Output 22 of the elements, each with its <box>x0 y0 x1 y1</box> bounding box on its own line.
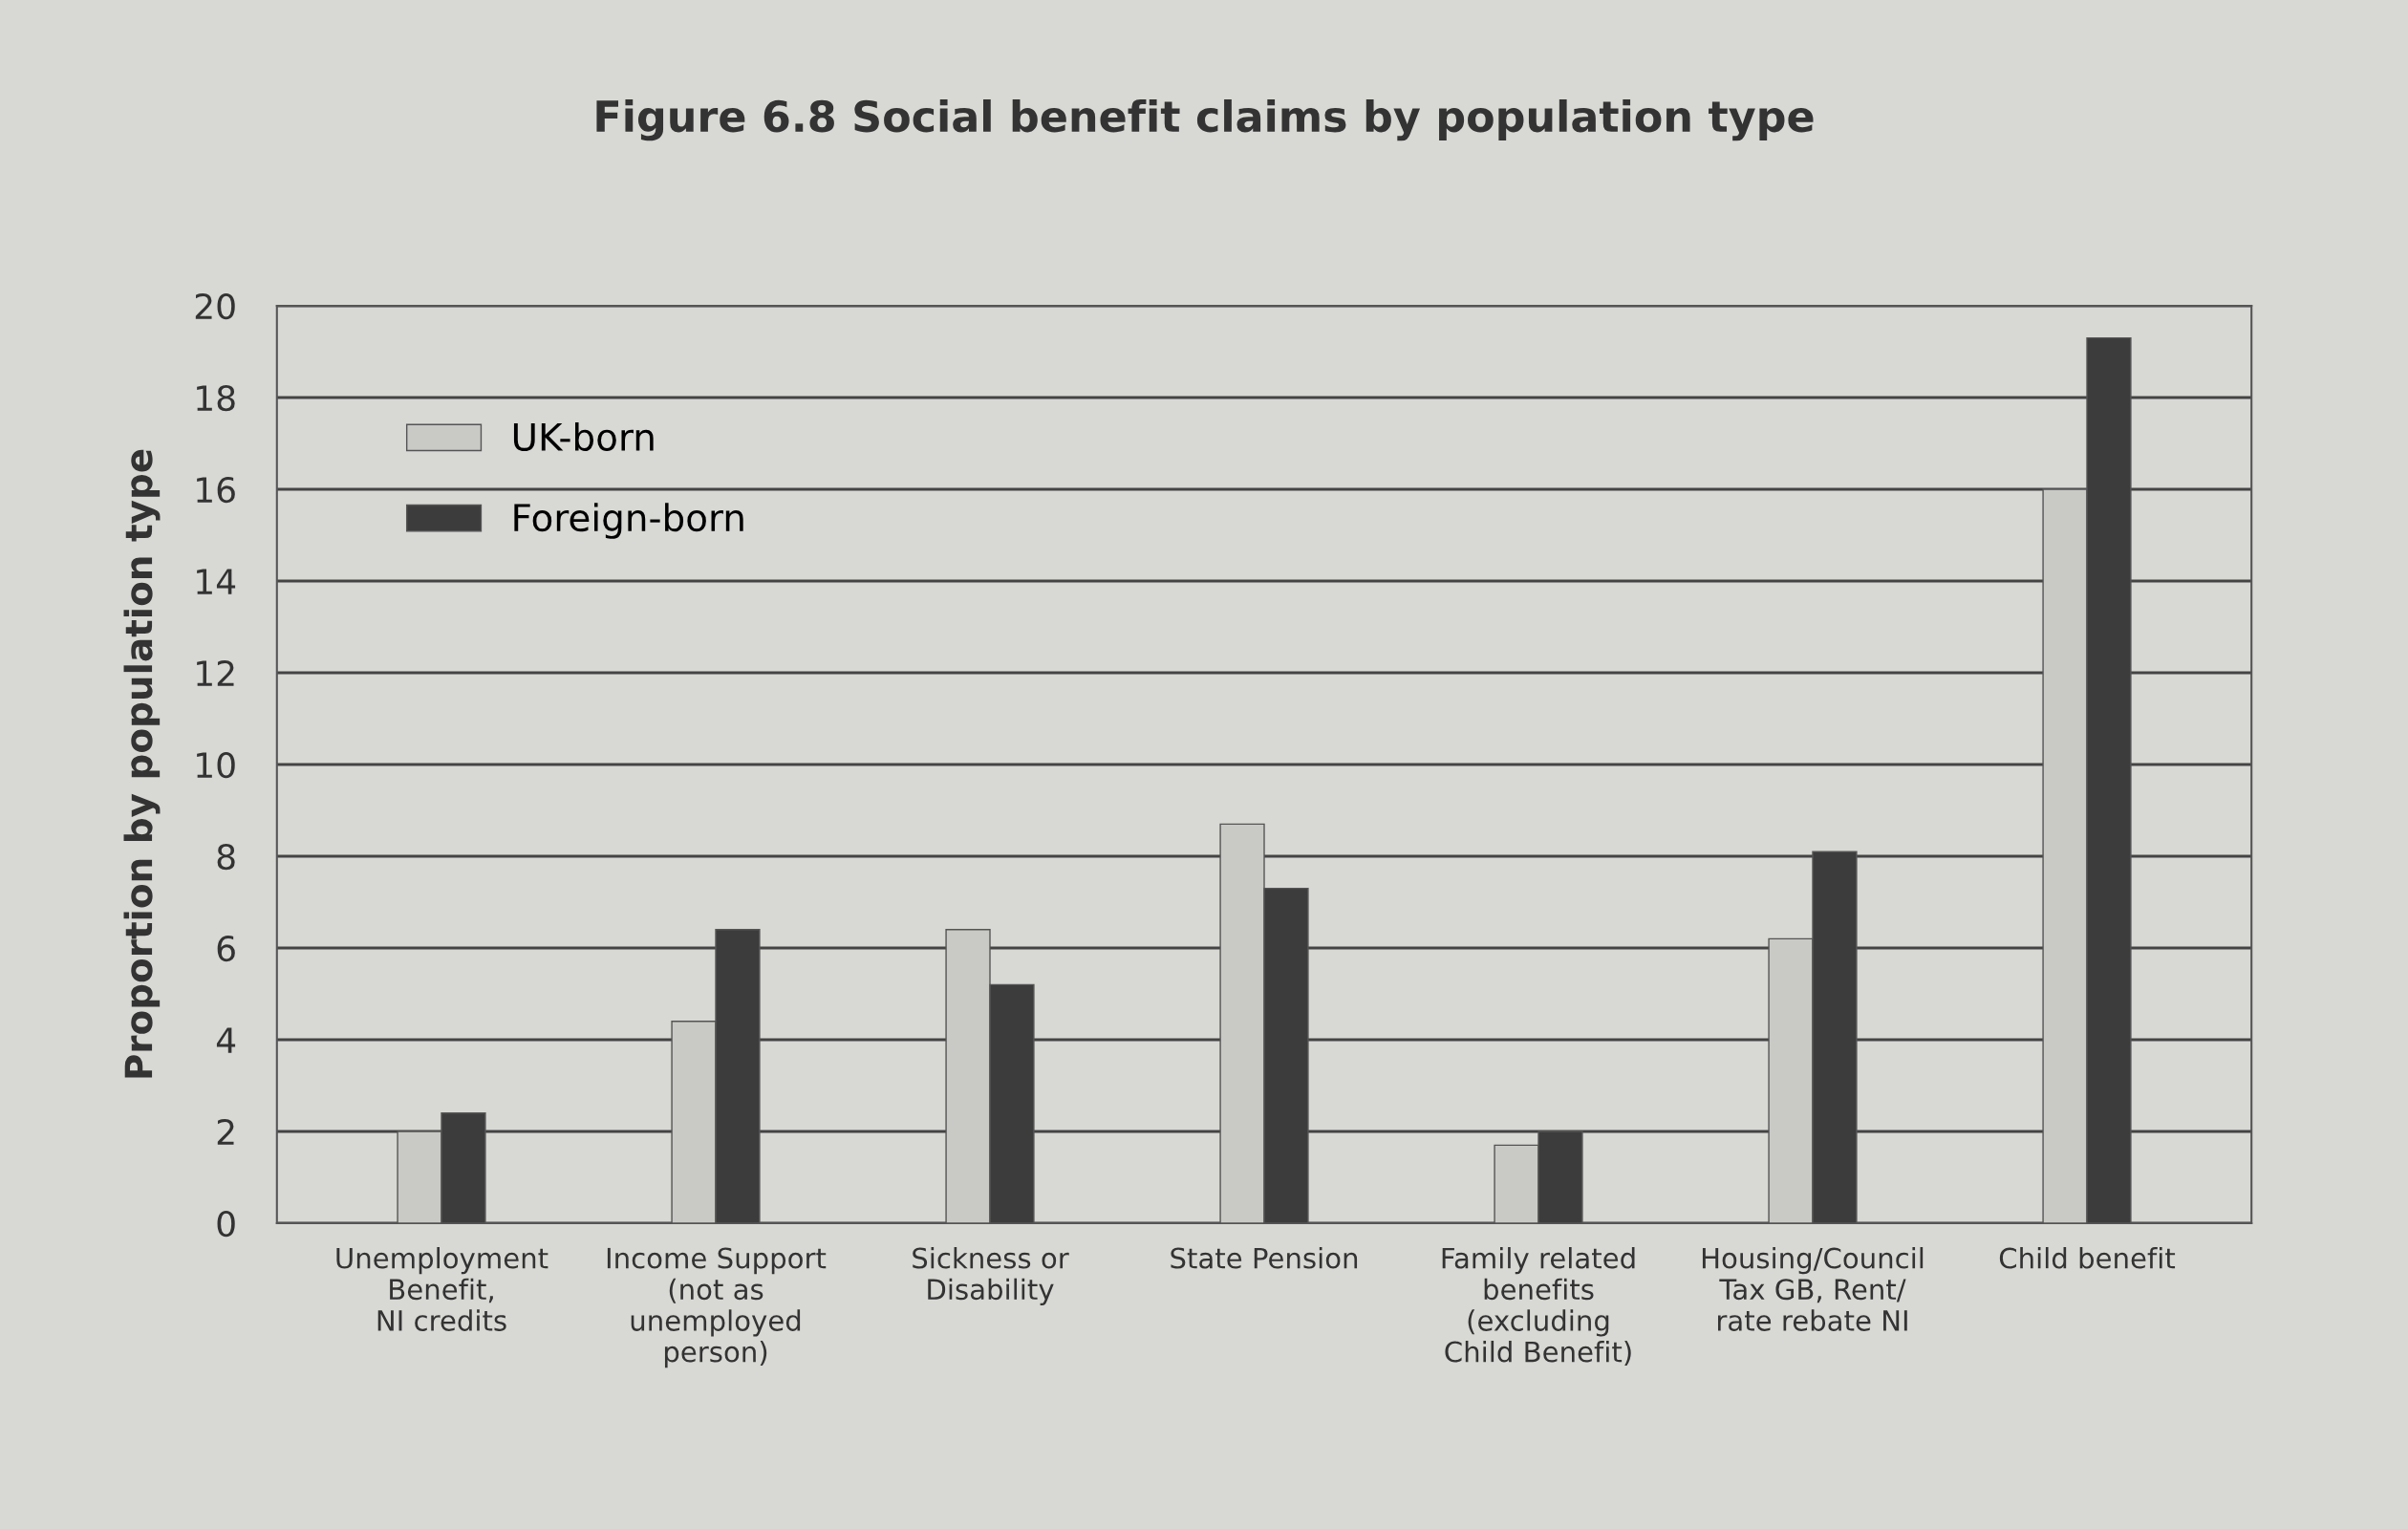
y-tick-label: 10 <box>197 751 235 779</box>
y-tick-label: 4 <box>216 1027 236 1053</box>
y-tick-label: 14 <box>197 569 236 594</box>
x-tick-label: State Pension <box>1171 1247 1358 1269</box>
legend-label: UK-born <box>513 421 654 451</box>
x-tick-label: Child benefit <box>1999 1247 2176 1269</box>
chart-title: Figure 6.8 Social benefit claims by population type <box>596 99 1814 141</box>
y-tick-label: 18 <box>197 384 235 412</box>
x-tick-label: Unemployment Benefit, NI credits <box>336 1247 548 1331</box>
x-tick-label: Income Support (not as unemployed person) <box>607 1247 827 1368</box>
legend-label: Foreign-born <box>514 503 743 539</box>
y-tick-label: 20 <box>195 292 235 320</box>
y-tick-label: 6 <box>217 935 235 962</box>
y-axis-title: Proportion by population type <box>123 449 161 1078</box>
y-tick-label: 8 <box>217 843 235 871</box>
x-tick-label: Sickness or Disability <box>913 1247 1069 1305</box>
x-tick-label: Family related benefits (excluding Child Benefit) <box>1442 1247 1635 1366</box>
y-tick-label: 2 <box>217 1118 234 1145</box>
y-tick-label: 12 <box>197 659 234 686</box>
y-tick-label: 16 <box>197 476 235 504</box>
y-tick-label: 0 <box>217 1210 235 1238</box>
x-tick-label: Housing/Council Tax GB, Rent/ rate rebate NI <box>1702 1247 1924 1331</box>
